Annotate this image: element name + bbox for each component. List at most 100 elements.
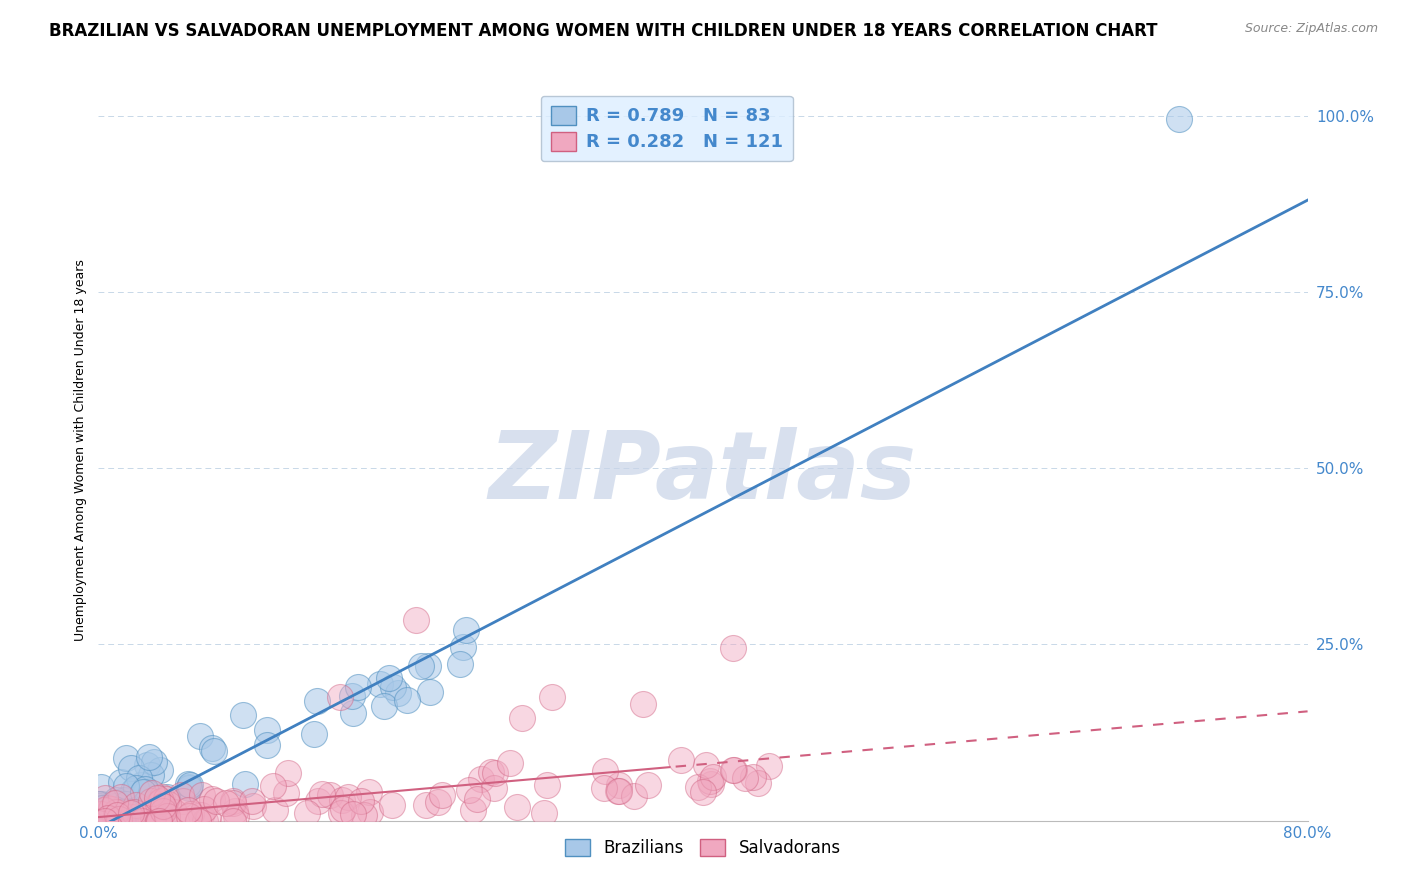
Point — [104, 805, 127, 819]
Point — [97, 811, 120, 825]
Point — [623, 789, 645, 803]
Point — [143, 805, 166, 819]
Point — [187, 814, 209, 828]
Point — [699, 774, 721, 789]
Point — [135, 785, 157, 799]
Point — [110, 789, 132, 804]
Point — [105, 796, 128, 810]
Point — [100, 802, 122, 816]
Point — [734, 772, 756, 786]
Point — [463, 803, 485, 817]
Point — [105, 797, 128, 811]
Point — [125, 797, 148, 812]
Point — [470, 772, 492, 786]
Point — [329, 690, 352, 705]
Point — [156, 790, 179, 805]
Point — [136, 758, 159, 772]
Point — [593, 764, 616, 778]
Point — [607, 778, 630, 792]
Point — [142, 803, 165, 817]
Point — [758, 759, 780, 773]
Point — [432, 788, 454, 802]
Point — [350, 794, 373, 808]
Point — [145, 790, 167, 805]
Point — [242, 799, 264, 814]
Point — [110, 774, 132, 789]
Point — [723, 763, 745, 777]
Point — [451, 640, 474, 654]
Point — [330, 793, 353, 807]
Point — [307, 794, 329, 808]
Point — [409, 659, 432, 673]
Point — [108, 814, 131, 828]
Point — [179, 780, 201, 794]
Point — [177, 803, 200, 817]
Point — [139, 794, 162, 808]
Point — [702, 770, 724, 784]
Point — [454, 624, 477, 638]
Point — [152, 805, 174, 819]
Point — [129, 799, 152, 814]
Text: BRAZILIAN VS SALVADORAN UNEMPLOYMENT AMONG WOMEN WITH CHILDREN UNDER 18 YEARS CO: BRAZILIAN VS SALVADORAN UNEMPLOYMENT AMO… — [49, 22, 1157, 40]
Point — [100, 811, 122, 825]
Point — [540, 690, 562, 705]
Point — [163, 805, 186, 819]
Point — [90, 797, 112, 811]
Point — [607, 784, 630, 798]
Point — [214, 796, 236, 810]
Point — [93, 812, 115, 826]
Point — [607, 784, 630, 798]
Point — [370, 676, 392, 690]
Point — [149, 763, 172, 777]
Point — [91, 814, 114, 828]
Point — [221, 796, 243, 810]
Point — [115, 779, 138, 793]
Point — [387, 686, 409, 700]
Point — [120, 761, 142, 775]
Point — [723, 640, 745, 655]
Point — [373, 699, 395, 714]
Point — [188, 730, 211, 744]
Point — [110, 808, 132, 822]
Point — [295, 806, 318, 821]
Point — [190, 808, 212, 822]
Point — [156, 809, 179, 823]
Point — [142, 755, 165, 769]
Point — [89, 799, 111, 814]
Point — [1168, 112, 1191, 126]
Point — [305, 694, 328, 708]
Point — [139, 768, 162, 782]
Point — [426, 796, 449, 810]
Point — [233, 777, 256, 791]
Point — [107, 803, 129, 817]
Point — [190, 788, 212, 802]
Point — [121, 805, 143, 820]
Point — [225, 808, 247, 822]
Point — [222, 794, 245, 808]
Point — [193, 802, 215, 816]
Point — [222, 814, 245, 828]
Point — [97, 809, 120, 823]
Point — [262, 779, 284, 793]
Point — [155, 792, 177, 806]
Point — [688, 780, 710, 794]
Point — [419, 684, 441, 698]
Point — [342, 807, 364, 822]
Point — [232, 707, 254, 722]
Point — [721, 763, 744, 777]
Point — [177, 809, 200, 823]
Point — [359, 785, 381, 799]
Point — [359, 805, 381, 819]
Point — [319, 789, 342, 803]
Point — [593, 780, 616, 795]
Point — [405, 613, 427, 627]
Point — [108, 811, 131, 825]
Point — [122, 805, 145, 819]
Point — [330, 805, 353, 820]
Point — [93, 803, 115, 817]
Point — [332, 802, 354, 816]
Point — [148, 797, 170, 811]
Point — [157, 797, 180, 812]
Point — [458, 783, 481, 797]
Point — [240, 793, 263, 807]
